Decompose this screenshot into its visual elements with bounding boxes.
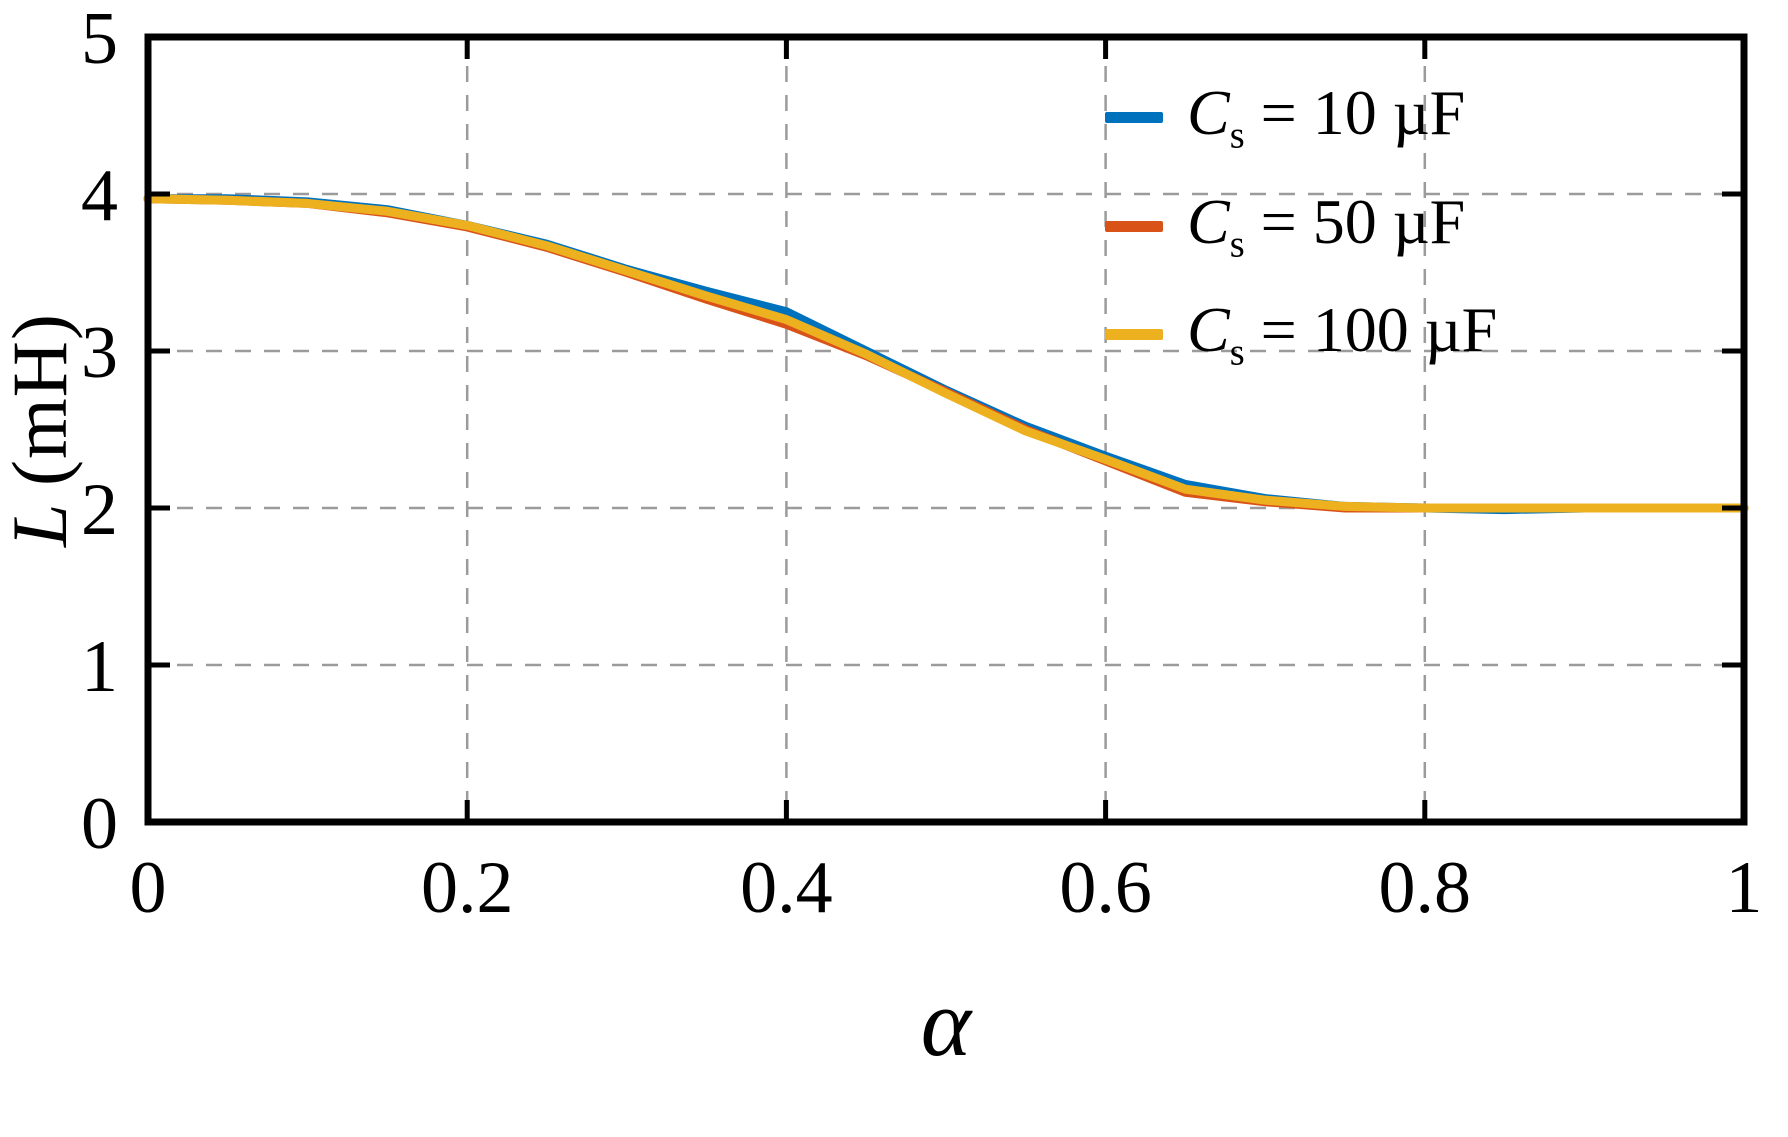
y-axis-label-symbol: L (0, 502, 83, 547)
legend-line-swatch (1105, 329, 1163, 341)
legend-symbol: C (1187, 77, 1230, 148)
legend-line-swatch (1105, 220, 1163, 232)
series-line-cs-50uF (143, 194, 1749, 513)
x-tick-label: 0.2 (421, 847, 514, 929)
legend-item: Cs = 100 µF (1105, 295, 1497, 374)
x-tick-label: 0.4 (740, 847, 833, 929)
legend-item-label: Cs = 10 µF (1187, 77, 1466, 157)
legend-subscript: s (1229, 223, 1245, 266)
legend-item-label: Cs = 100 µF (1187, 295, 1497, 374)
legend-line-swatch (1105, 111, 1163, 123)
y-axis-label: L (mH) (0, 313, 85, 547)
legend-symbol: C (1187, 294, 1230, 366)
legend-item: Cs = 10 µF (1105, 77, 1497, 157)
legend-subscript: s (1229, 331, 1245, 374)
y-tick-label: 4 (81, 155, 118, 237)
axis-box (144, 33, 1748, 826)
legend: Cs = 10 µF Cs = 50 µF Cs = 100 µF (1105, 77, 1497, 374)
legend-item: Cs = 50 µF (1105, 185, 1497, 266)
series-line-cs-10uF (143, 194, 1749, 515)
legend-value-text: = 100 µF (1244, 294, 1498, 366)
x-tick-label: 0.6 (1059, 847, 1152, 929)
legend-value-text: = 50 µF (1244, 185, 1466, 257)
legend-symbol: C (1187, 185, 1230, 257)
legend-subscript: s (1229, 114, 1245, 157)
legend-item-label: Cs = 50 µF (1187, 185, 1466, 266)
series-line-cs-100uF (143, 194, 1749, 513)
y-tick-label: 1 (81, 626, 118, 708)
y-tick-label: 3 (81, 312, 118, 394)
y-tick-label: 2 (81, 469, 118, 551)
x-tick-label: 0.8 (1379, 847, 1472, 929)
x-tick-label: 1 (1726, 847, 1763, 929)
legend-value-text: = 10 µF (1244, 77, 1466, 148)
y-tick-label: 5 (81, 0, 118, 80)
y-axis-label-units: (mH) (0, 313, 83, 486)
x-axis-label: α (920, 969, 972, 1076)
y-tick-label: 0 (81, 783, 118, 865)
x-tick-label: 0 (130, 847, 167, 929)
